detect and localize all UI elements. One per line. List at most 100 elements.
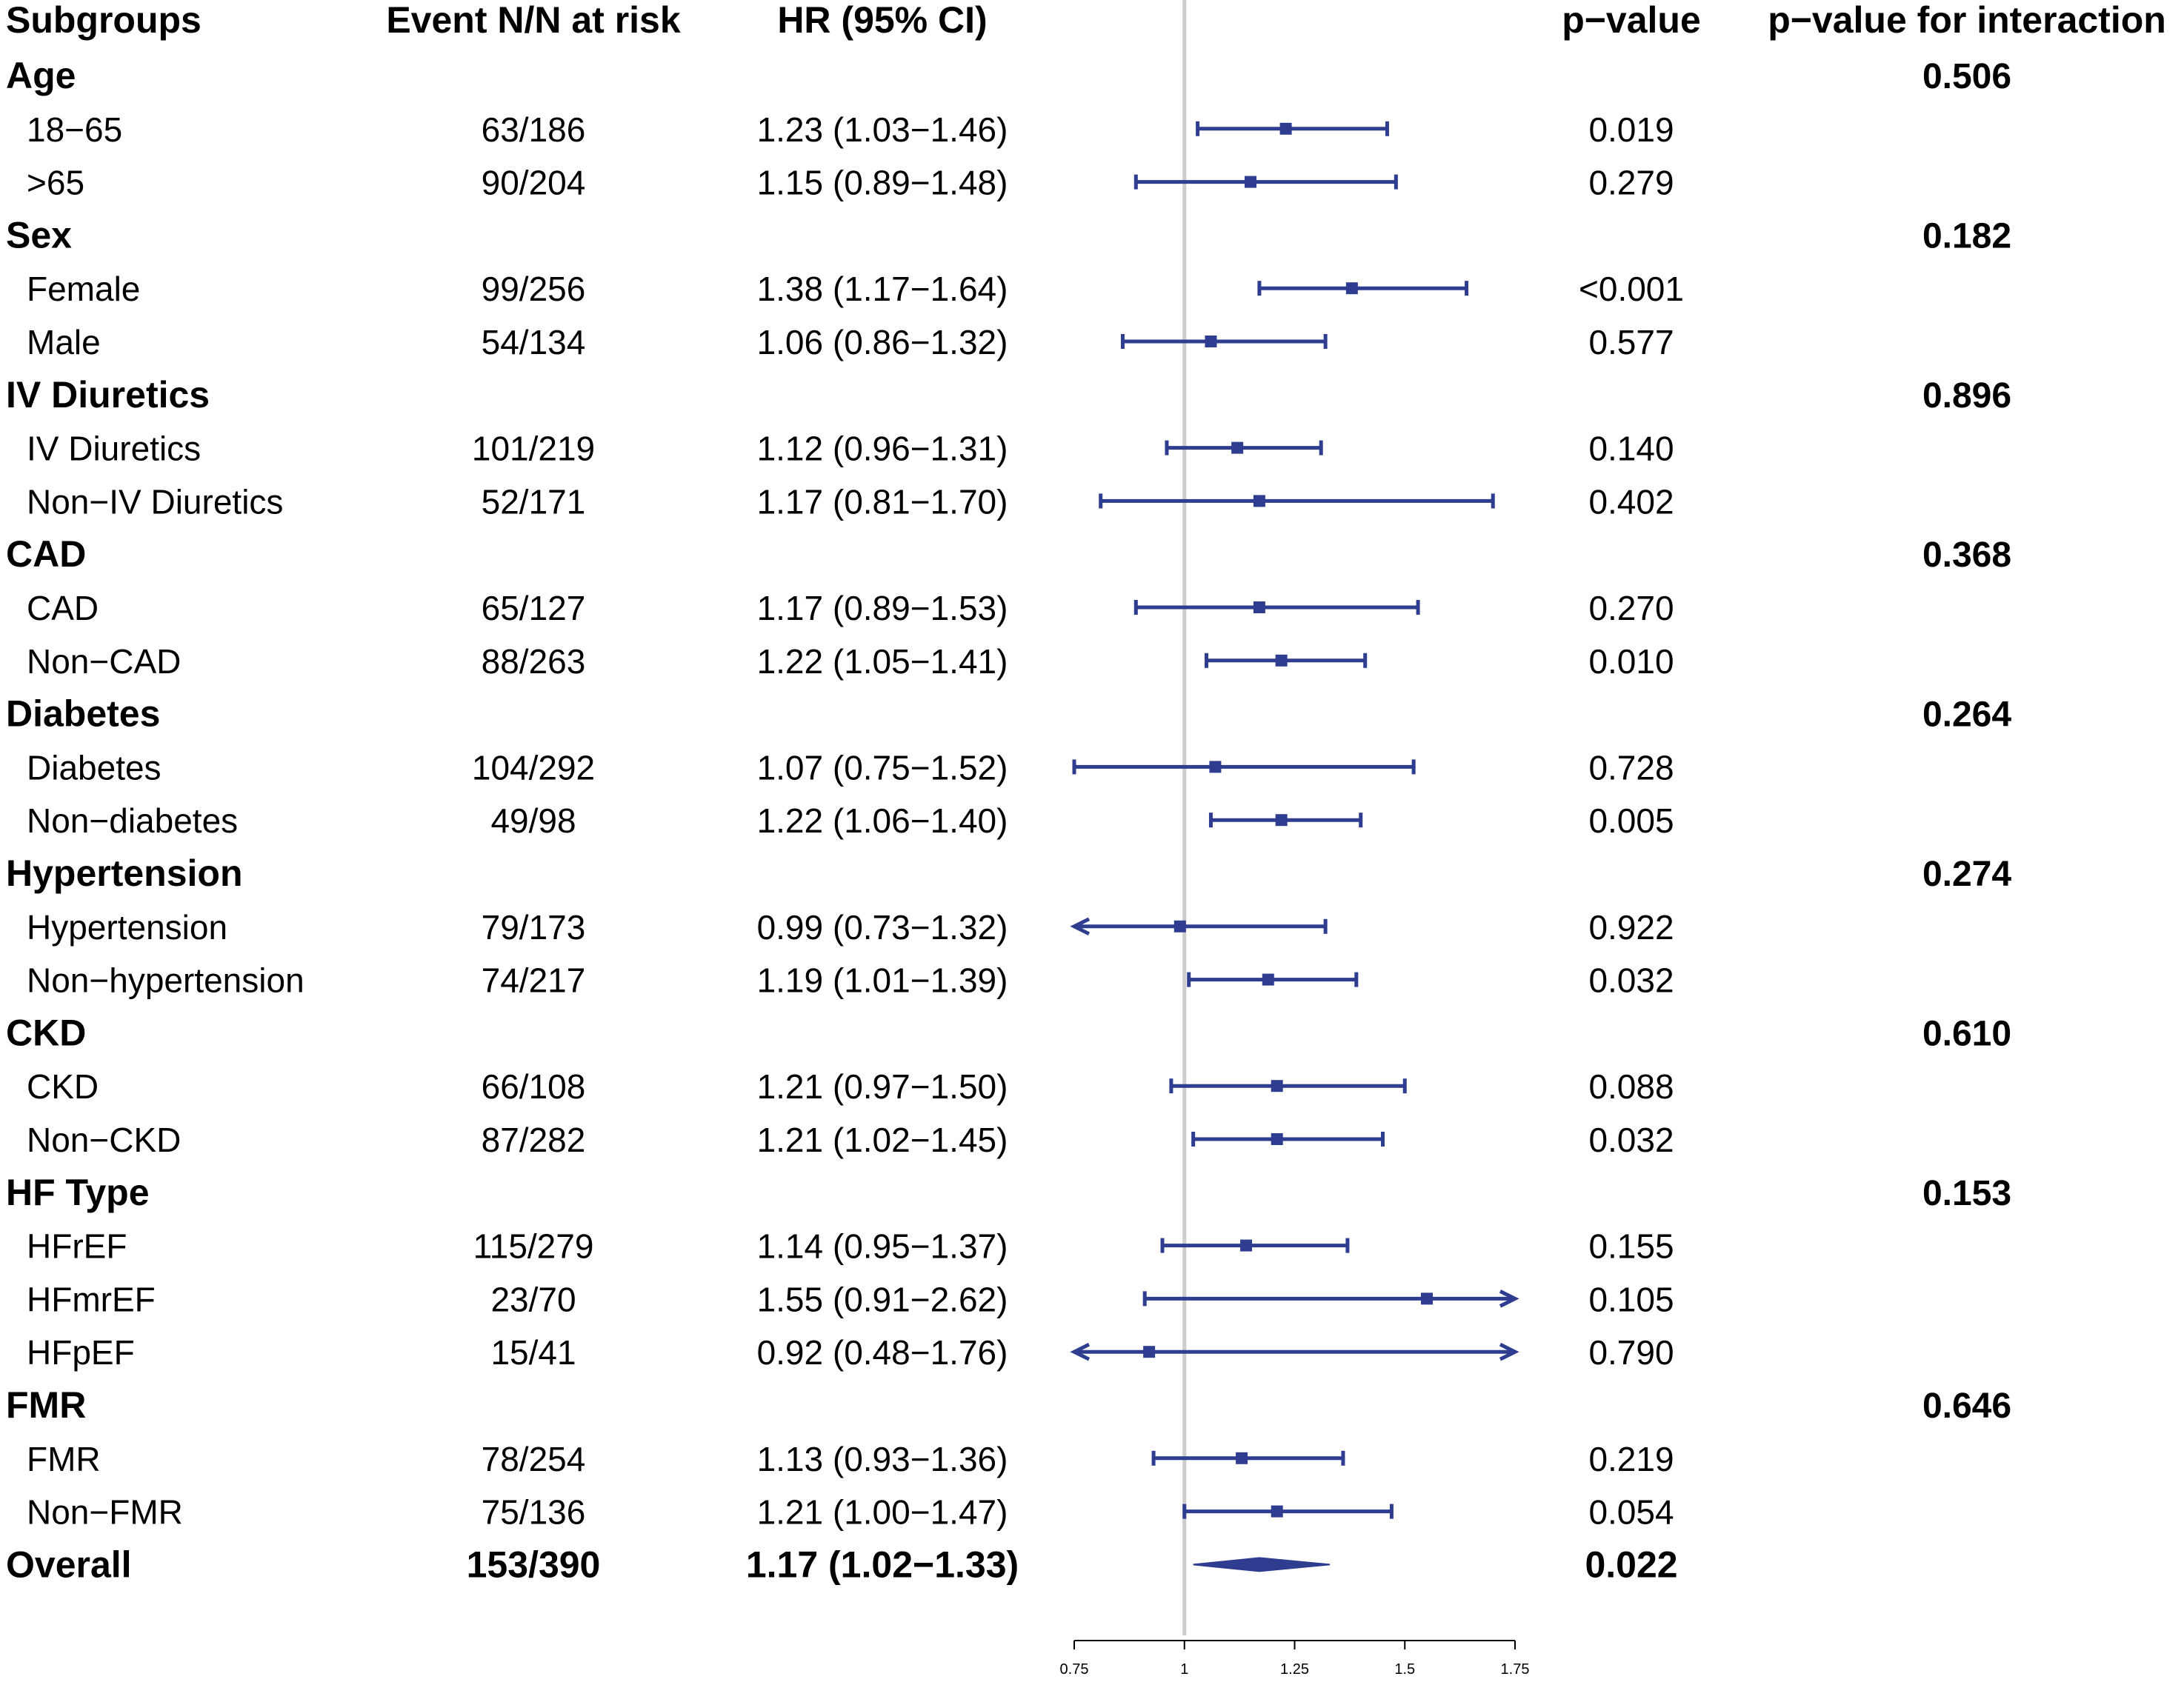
- p-value: 0.054: [1588, 1493, 1674, 1532]
- subgroup-row: Hypertension 79/173 0.99 (0.73−1.32) 0.922: [27, 908, 1674, 947]
- subgroup-row: Non−CAD 88/263 1.22 (1.05−1.41) 0.010: [27, 642, 1674, 681]
- group-label: FMR: [6, 1384, 86, 1426]
- subgroup-row: FMR 78/254 1.13 (0.93−1.36) 0.219: [27, 1440, 1674, 1478]
- subgroup-header-row: CKD 0.610: [6, 1012, 2011, 1053]
- x-tick-label: 1.5: [1394, 1661, 1415, 1678]
- p-value: 0.105: [1588, 1280, 1674, 1318]
- hr-ci-value: 1.38 (1.17−1.64): [757, 270, 1008, 308]
- subgroup-header-row: HF Type 0.153: [6, 1172, 2011, 1213]
- subgroup-header-row: CAD 0.368: [6, 533, 2011, 575]
- subgroup-label: HFpEF: [27, 1333, 135, 1372]
- events-value: 74/217: [482, 961, 586, 1000]
- hr-ci-value: 1.06 (0.86−1.32): [757, 323, 1008, 361]
- point-estimate: [1345, 282, 1358, 295]
- p-value: 0.088: [1588, 1067, 1674, 1106]
- subgroup-label: Non−CKD: [27, 1121, 181, 1159]
- column-header-events: Event N/N at risk: [386, 0, 681, 41]
- subgroup-label: FMR: [27, 1440, 101, 1478]
- overall-row: Overall 153/390 1.17 (1.02−1.33) 0.022: [6, 1544, 1678, 1585]
- point-estimate: [1271, 1080, 1283, 1092]
- subgroup-row: Non−FMR 75/136 1.21 (1.00−1.47) 0.054: [27, 1493, 1674, 1532]
- hr-ci-value: 1.22 (1.06−1.40): [757, 801, 1008, 840]
- events-value: 49/98: [490, 801, 576, 840]
- events-value: 54/134: [482, 323, 586, 361]
- hr-ci-value: 0.92 (0.48−1.76): [757, 1333, 1008, 1372]
- hr-ci-value: 1.21 (1.02−1.45): [757, 1121, 1008, 1159]
- p-value: 0.270: [1588, 589, 1674, 627]
- p-interaction-value: 0.506: [1922, 57, 2011, 96]
- p-value: 0.005: [1588, 801, 1674, 840]
- events-value: 115/279: [473, 1227, 594, 1266]
- events-value: 78/254: [482, 1440, 586, 1478]
- group-label: CAD: [6, 533, 86, 575]
- subgroup-label: HFmrEF: [27, 1280, 156, 1318]
- x-axis: 0.75 1 1.25 1.5 1.75: [1060, 1640, 1529, 1678]
- subgroup-label: Hypertension: [27, 908, 227, 947]
- ci-arrow-left: [1070, 1342, 1091, 1361]
- p-value: 0.728: [1588, 748, 1674, 787]
- column-header-p-interaction: p−value for interaction: [1768, 0, 2166, 41]
- subgroup-label: Non−FMR: [27, 1493, 183, 1532]
- events-value: 90/204: [482, 164, 586, 202]
- hr-ci-value: 1.21 (0.97−1.50): [757, 1067, 1008, 1106]
- subgroup-label: Overall: [6, 1544, 132, 1585]
- subgroup-row: CKD 66/108 1.21 (0.97−1.50) 0.088: [27, 1067, 1674, 1106]
- group-label: IV Diuretics: [6, 374, 210, 416]
- p-interaction-value: 0.153: [1922, 1174, 2011, 1213]
- subgroup-row: Female 99/256 1.38 (1.17−1.64) <0.001: [27, 270, 1684, 308]
- subgroup-header-row: Hypertension 0.274: [6, 852, 2011, 894]
- column-header-p-value: p−value: [1562, 0, 1701, 41]
- hr-ci-value: 1.17 (0.81−1.70): [757, 482, 1008, 521]
- p-value: 0.279: [1588, 164, 1674, 202]
- hr-ci-value: 1.23 (1.03−1.46): [757, 110, 1008, 149]
- p-value: 0.022: [1585, 1544, 1677, 1585]
- x-tick-label: 0.75: [1060, 1661, 1089, 1678]
- events-value: 87/282: [482, 1121, 586, 1159]
- point-estimate: [1253, 601, 1265, 613]
- hr-ci-value: 1.17 (0.89−1.53): [757, 589, 1008, 627]
- p-value: 0.019: [1588, 110, 1674, 149]
- p-value: 0.577: [1588, 323, 1674, 361]
- group-label: Age: [6, 55, 76, 96]
- point-estimate: [1421, 1292, 1433, 1305]
- p-interaction-value: 0.610: [1922, 1014, 2011, 1053]
- point-estimate: [1205, 336, 1217, 347]
- events-value: 63/186: [482, 110, 586, 149]
- ci-arrow-right: [1499, 1289, 1519, 1308]
- hr-ci-value: 1.12 (0.96−1.31): [757, 430, 1008, 468]
- subgroup-row: Non−CKD 87/282 1.21 (1.02−1.45) 0.032: [27, 1121, 1674, 1159]
- point-estimate: [1143, 1346, 1156, 1358]
- events-value: 66/108: [482, 1067, 586, 1106]
- p-interaction-value: 0.274: [1922, 855, 2011, 894]
- point-estimate: [1262, 973, 1274, 986]
- events-value: 153/390: [467, 1544, 601, 1585]
- point-estimate: [1271, 1133, 1283, 1145]
- subgroup-row: >65 90/204 1.15 (0.89−1.48) 0.279: [27, 164, 1674, 202]
- p-value: 0.155: [1588, 1227, 1674, 1266]
- hr-ci-value: 1.14 (0.95−1.37): [757, 1227, 1008, 1266]
- events-value: 104/292: [472, 748, 595, 787]
- hr-ci-value: 1.15 (0.89−1.48): [757, 164, 1008, 202]
- subgroup-label: HFrEF: [27, 1227, 127, 1266]
- subgroup-label: CAD: [27, 589, 99, 627]
- x-tick-label: 1.25: [1280, 1661, 1309, 1678]
- subgroup-row: Non−IV Diuretics 52/171 1.17 (0.81−1.70) 0.…: [27, 482, 1674, 521]
- p-value: 0.922: [1588, 908, 1674, 947]
- point-estimate: [1271, 1505, 1283, 1518]
- subgroup-row: HFmrEF 23/70 1.55 (0.91−2.62) 0.105: [27, 1280, 1674, 1318]
- column-headers: Subgroups Event N/N at risk HR (95% CI) …: [6, 0, 2166, 41]
- subgroup-label: Diabetes: [27, 748, 162, 787]
- events-value: 52/171: [482, 482, 586, 521]
- p-value: 0.032: [1588, 1121, 1674, 1159]
- events-value: 15/41: [490, 1333, 576, 1372]
- subgroup-label: Non−IV Diuretics: [27, 482, 283, 521]
- hr-ci-value: 1.21 (1.00−1.47): [757, 1493, 1008, 1532]
- group-label: CKD: [6, 1012, 86, 1053]
- subgroup-label: Male: [27, 323, 101, 361]
- column-header-subgroups: Subgroups: [6, 0, 202, 41]
- subgroup-label: Non−diabetes: [27, 801, 238, 840]
- x-tick-label: 1: [1180, 1661, 1188, 1678]
- column-header-hr: HR (95% CI): [777, 0, 987, 41]
- p-interaction-value: 0.264: [1922, 695, 2011, 735]
